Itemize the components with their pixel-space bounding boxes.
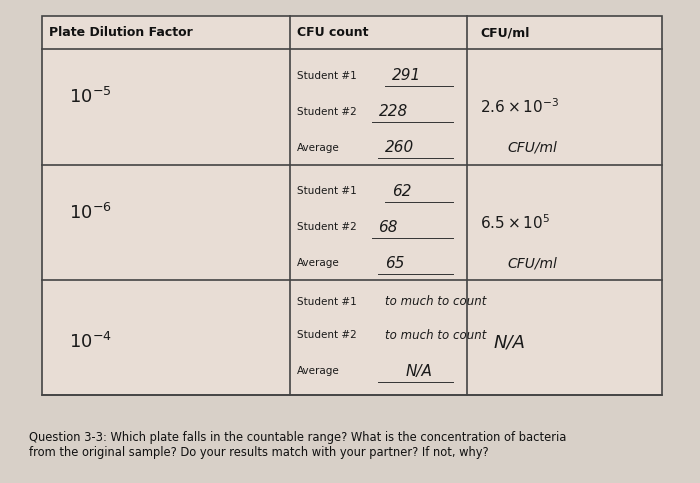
Text: to much to count: to much to count (385, 328, 486, 341)
Text: Student #1: Student #1 (297, 71, 356, 81)
Text: Student #1: Student #1 (297, 297, 356, 307)
Text: Plate Dilution Factor: Plate Dilution Factor (49, 26, 192, 39)
Text: $6.5\times10^{5}$: $6.5\times10^{5}$ (480, 213, 550, 232)
Text: N/A: N/A (494, 333, 526, 351)
Text: $10^{-4}$: $10^{-4}$ (69, 332, 113, 353)
Text: Student #2: Student #2 (297, 107, 356, 117)
Text: Student #2: Student #2 (297, 222, 356, 232)
Text: Student #1: Student #1 (297, 186, 356, 196)
Text: 260: 260 (385, 141, 414, 156)
Text: CFU/ml: CFU/ml (508, 256, 557, 270)
Text: $10^{-6}$: $10^{-6}$ (69, 203, 112, 223)
Text: CFU count: CFU count (297, 26, 368, 39)
Text: $2.6\times10^{-3}$: $2.6\times10^{-3}$ (480, 98, 559, 116)
Text: 68: 68 (379, 220, 398, 235)
Text: Average: Average (297, 258, 340, 268)
Text: CFU/ml: CFU/ml (480, 26, 529, 39)
Text: 228: 228 (379, 104, 407, 119)
Text: N/A: N/A (406, 364, 433, 379)
Text: 291: 291 (392, 68, 421, 84)
Text: Average: Average (297, 143, 340, 153)
Text: CFU/ml: CFU/ml (508, 141, 557, 155)
Text: Student #2: Student #2 (297, 330, 356, 340)
Text: Question 3-3: Which plate falls in the countable range? What is the concentratio: Question 3-3: Which plate falls in the c… (29, 431, 566, 459)
Text: $10^{-5}$: $10^{-5}$ (69, 87, 112, 108)
Bar (42, 16, 662, 395)
Text: 62: 62 (392, 184, 412, 199)
Text: 65: 65 (385, 256, 405, 270)
Text: to much to count: to much to count (385, 295, 486, 308)
Text: Average: Average (297, 366, 340, 376)
